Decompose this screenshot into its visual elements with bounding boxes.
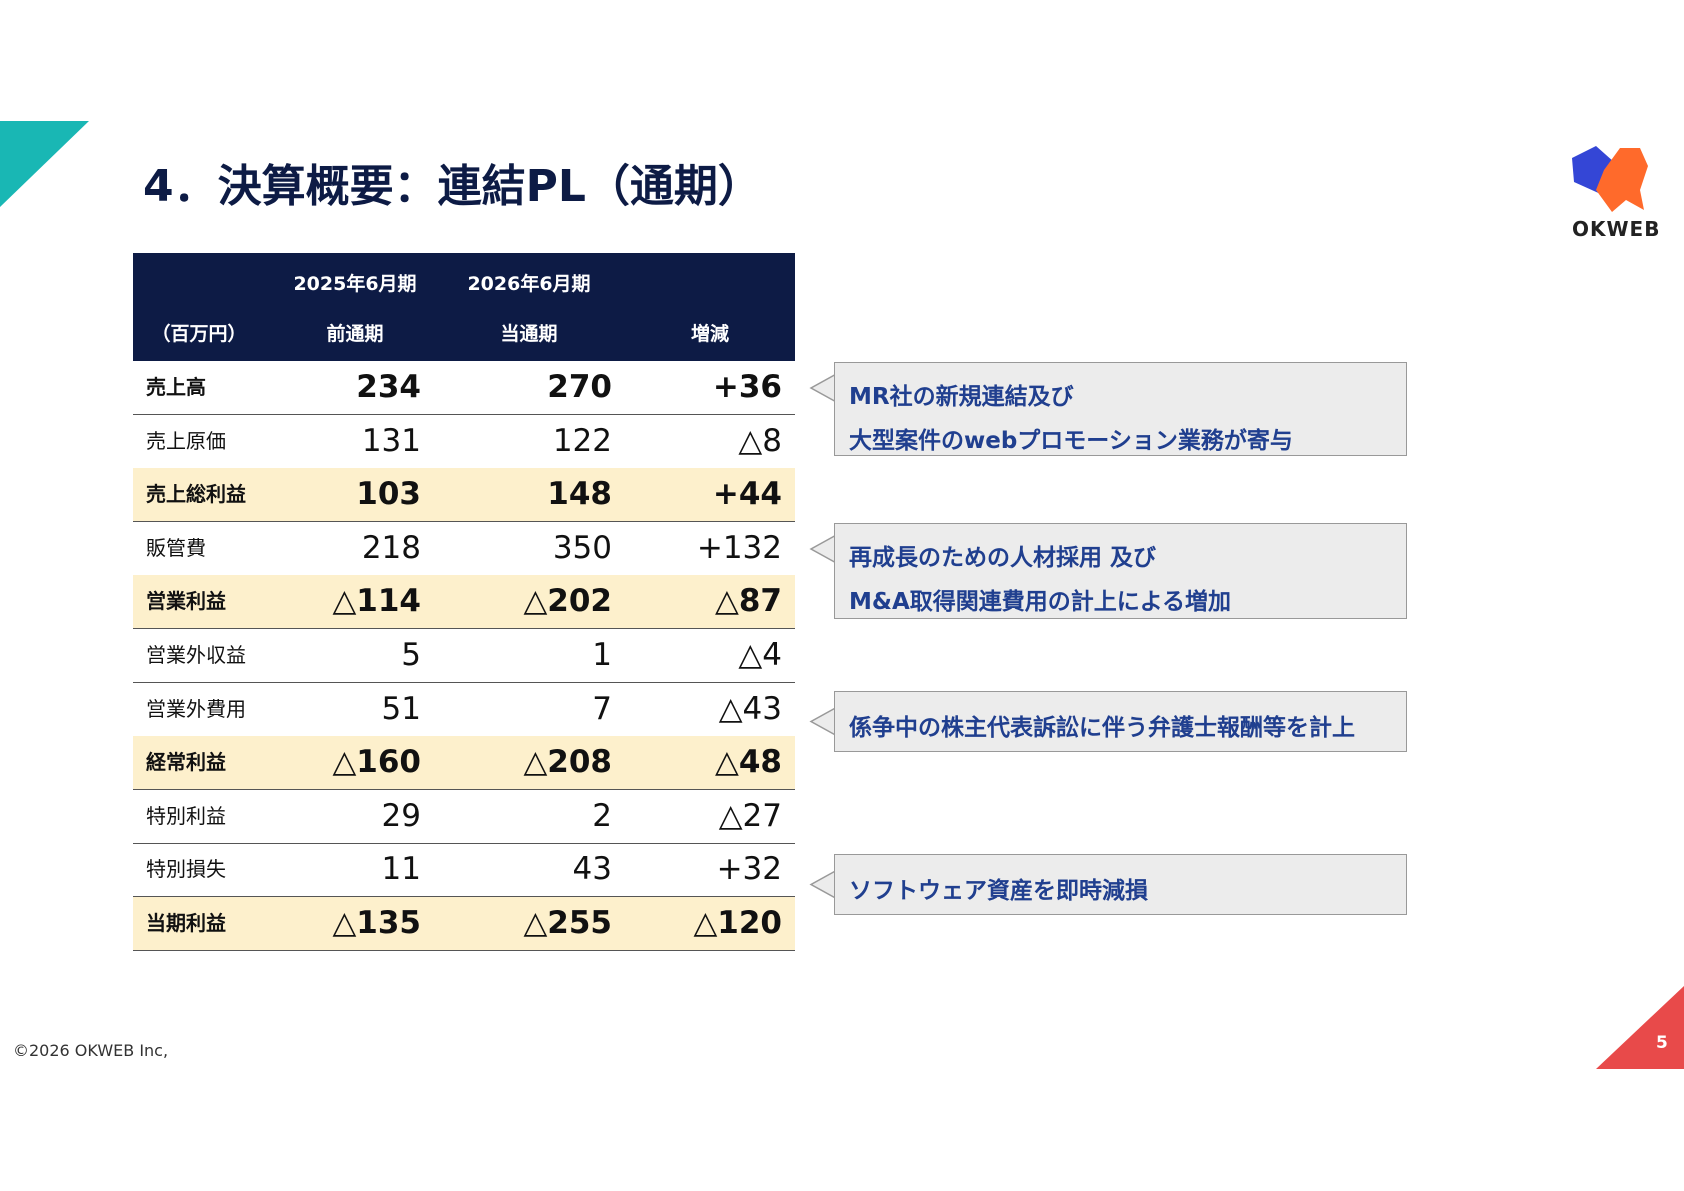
callout-box: 再成長のための人材採用 及び M&A取得関連費用の計上による増加 — [834, 523, 1407, 619]
cell-value: △4 — [738, 637, 782, 673]
cell-value: △208 — [523, 744, 612, 781]
row-label: 販管費 — [146, 535, 206, 560]
table-row: 営業利益 △114 △202 △87 — [133, 575, 795, 630]
callout-text: M&A取得関連費用の計上による増加 — [849, 589, 1232, 615]
cell-value: 1 — [592, 637, 612, 673]
callout-box: 係争中の株主代表訴訟に伴う弁護士報酬等を計上 — [834, 691, 1407, 752]
cell-value: +36 — [712, 369, 782, 405]
row-label: 売上総利益 — [146, 482, 246, 507]
title: 4．決算概要：連結PL（通期） — [143, 161, 762, 212]
table-row: 売上総利益 103 148 +44 — [133, 468, 795, 523]
callout-box: ソフトウェア資産を即時減損 — [834, 854, 1407, 915]
cell-value: 270 — [547, 369, 612, 405]
copyright: ©2026 OKWEB Inc, — [13, 1041, 169, 1060]
cell-value: 103 — [356, 476, 421, 513]
cell-value: 7 — [592, 690, 612, 727]
table-row: 営業外収益 5 1 △4 — [133, 629, 795, 683]
cell-value: △202 — [523, 583, 612, 620]
cell-value: +44 — [712, 476, 782, 513]
cell-value: 43 — [572, 851, 612, 888]
row-label: 営業外費用 — [146, 696, 246, 721]
table-row: 販管費 218 350 +132 — [133, 522, 795, 576]
header-year: 2025年6月期 — [293, 273, 417, 295]
logo-mark — [1572, 146, 1648, 212]
cell-value: +132 — [696, 529, 782, 566]
cell-value: 2 — [592, 797, 612, 834]
table-row: 売上高 234 270 +36 — [133, 361, 795, 415]
header-label: （百万円） — [151, 323, 247, 345]
row-label: 売上高 — [146, 375, 206, 399]
row-label: 特別利益 — [146, 803, 226, 828]
row-label: 営業利益 — [146, 589, 226, 614]
cell-value: △87 — [715, 583, 782, 620]
cell-value: △120 — [693, 905, 782, 941]
cell-value: △48 — [715, 744, 782, 781]
cell-value: 51 — [381, 690, 421, 727]
cell-value: 234 — [356, 369, 421, 405]
cell-value: 29 — [381, 797, 421, 834]
callout-text: 大型案件のwebプロモーション業務が寄与 — [849, 428, 1293, 454]
callout-text: 再成長のための人材採用 及び — [849, 545, 1157, 571]
cell-value: △43 — [718, 690, 782, 727]
row-label: 営業外収益 — [146, 643, 246, 667]
row-label: 当期利益 — [146, 911, 226, 935]
row-label: 特別損失 — [146, 857, 226, 882]
callout-text: MR社の新規連結及び — [849, 384, 1074, 410]
header-label: 増減 — [690, 323, 730, 345]
table-row: 経常利益 △160 △208 △48 — [133, 736, 795, 791]
table-row: 売上原価 131 122 △8 — [133, 415, 795, 469]
table-row: 営業外費用 51 7 △43 — [133, 683, 795, 737]
corner-triangle — [0, 121, 89, 207]
cell-value: 122 — [552, 422, 612, 459]
table-row: 特別損失 11 43 +32 — [133, 843, 795, 898]
cell-value: △8 — [738, 422, 782, 459]
callout-text: 係争中の株主代表訴訟に伴う弁護士報酬等を計上 — [849, 715, 1355, 741]
corner-triangle — [1596, 986, 1684, 1069]
cell-value: 350 — [552, 529, 612, 566]
cell-value: △135 — [332, 905, 421, 941]
cell-value: △27 — [718, 797, 782, 834]
cell-value: △160 — [332, 744, 421, 781]
page-number: 5 — [1656, 1033, 1668, 1053]
header-label: 当通期 — [500, 323, 558, 345]
cell-value: 131 — [361, 422, 421, 459]
table-row: 特別利益 29 2 △27 — [133, 790, 795, 844]
header-label: 前通期 — [326, 323, 384, 345]
cell-value: 5 — [401, 637, 421, 673]
callout-box: MR社の新規連結及び大型案件のwebプロモーション業務が寄与 — [834, 362, 1407, 456]
callout-text: ソフトウェア資産を即時減損 — [849, 878, 1148, 904]
cell-value: 148 — [547, 476, 612, 513]
cell-value: △114 — [332, 583, 421, 620]
header-year: 2026年6月期 — [467, 273, 591, 295]
row-label: 経常利益 — [146, 750, 226, 775]
table-header: 2025年6月期 2026年6月期 （百万円） 前通期 当通期 増減 — [133, 253, 795, 361]
cell-value: +32 — [716, 851, 782, 888]
cell-value: 11 — [381, 851, 421, 888]
cell-value: 218 — [361, 529, 421, 566]
table-row: 当期利益 △135 △255 △120 — [133, 897, 795, 951]
row-label: 売上原価 — [146, 428, 226, 453]
cell-value: △255 — [523, 905, 612, 941]
logo-text: OKWEB — [1572, 217, 1661, 241]
